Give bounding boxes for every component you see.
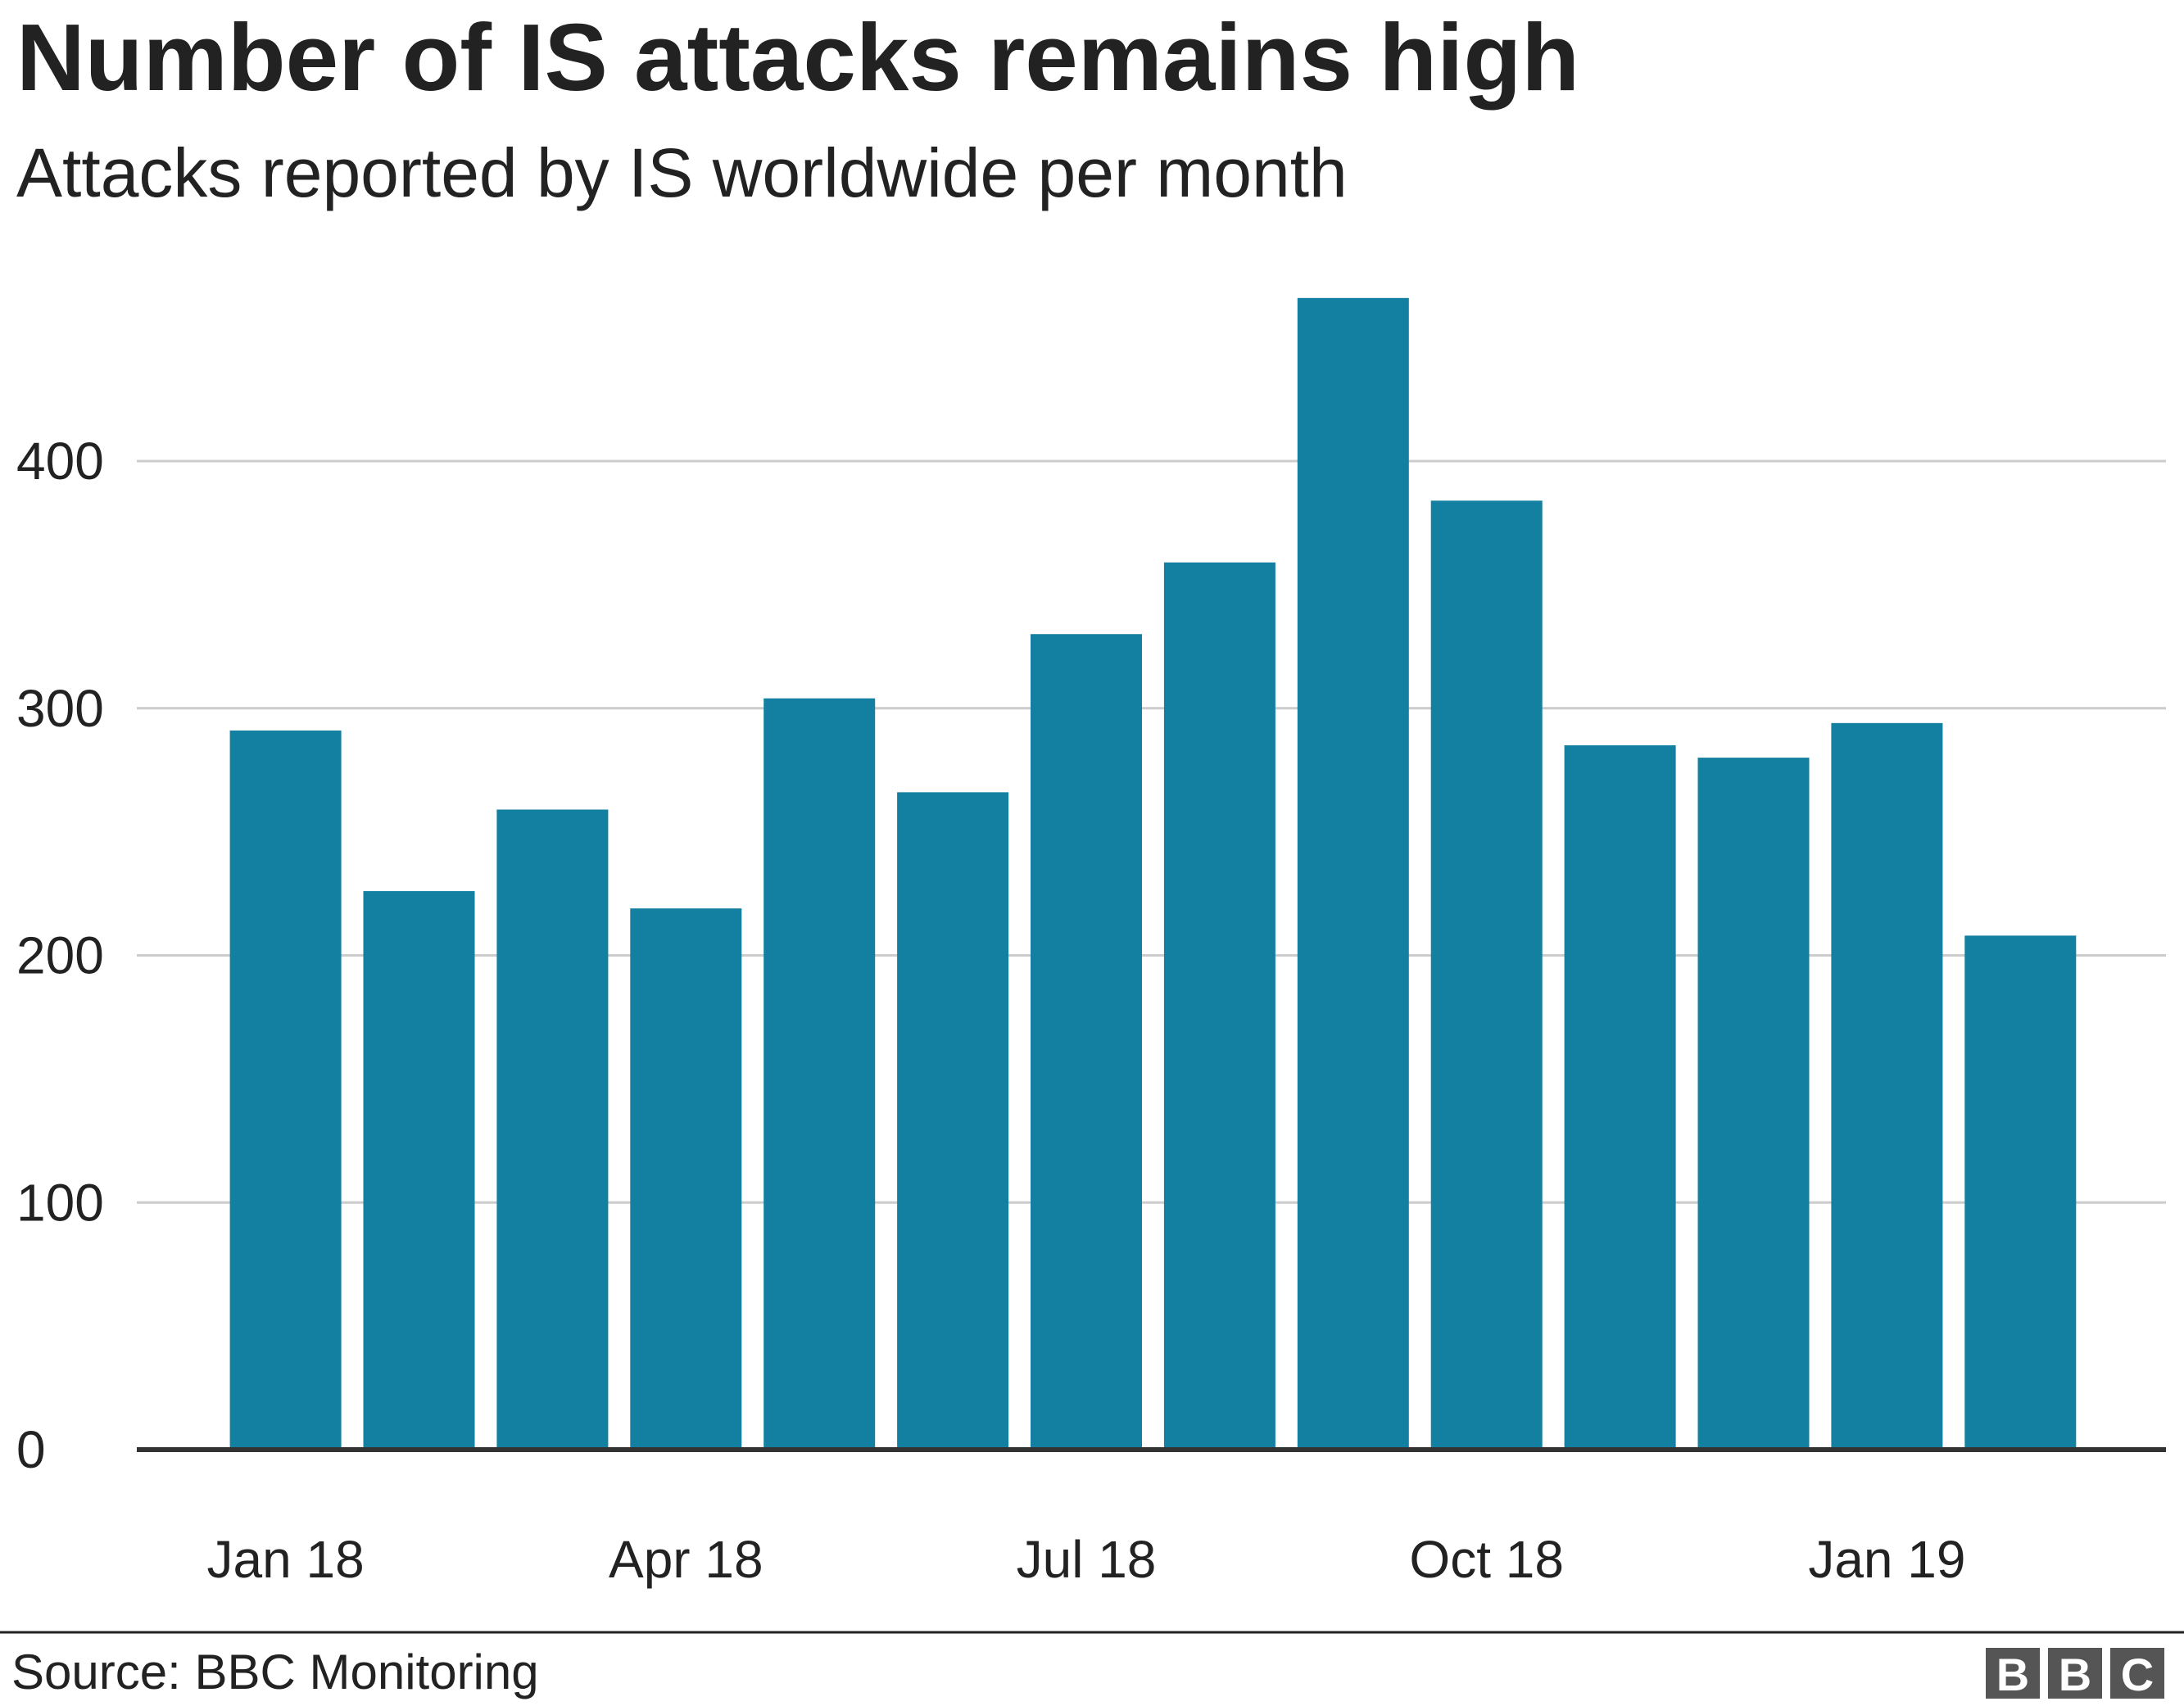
bar bbox=[496, 809, 609, 1450]
bar bbox=[763, 698, 876, 1450]
bar bbox=[1297, 297, 1409, 1450]
bar bbox=[1430, 500, 1543, 1450]
y-tick-label: 100 bbox=[16, 1173, 104, 1232]
chart-title: Number of IS attacks remains high bbox=[16, 4, 1579, 111]
x-tick-label: Apr 18 bbox=[609, 1530, 763, 1589]
y-tick-label: 200 bbox=[16, 926, 104, 985]
bar bbox=[1964, 935, 2077, 1450]
x-tick-label: Oct 18 bbox=[1409, 1530, 1564, 1589]
bar bbox=[1163, 562, 1276, 1450]
bar bbox=[630, 908, 742, 1450]
bar bbox=[229, 730, 342, 1450]
logo-letter: C bbox=[2121, 1649, 2154, 1700]
logo-box bbox=[2048, 1648, 2102, 1699]
source: Source: BBC Monitoring bbox=[11, 1645, 539, 1699]
chart-subtitle: Attacks reported by IS worldwide per mon… bbox=[16, 134, 1348, 211]
y-tick-label: 300 bbox=[16, 679, 104, 738]
bar bbox=[897, 792, 1009, 1450]
bar bbox=[1564, 745, 1676, 1450]
x-tick-label: Jan 19 bbox=[1808, 1530, 1965, 1589]
bar bbox=[1031, 634, 1142, 1450]
y-tick-label: 400 bbox=[16, 432, 104, 491]
logo-letter: B bbox=[1996, 1649, 2029, 1700]
logo-box bbox=[1986, 1648, 2040, 1699]
logo-letter: B bbox=[2059, 1649, 2091, 1700]
bar bbox=[363, 891, 475, 1450]
x-tick-label: Jan 18 bbox=[207, 1530, 365, 1589]
y-tick-label: 0 bbox=[16, 1420, 46, 1479]
bar bbox=[1697, 758, 1810, 1450]
x-tick-label: Jul 18 bbox=[1017, 1530, 1157, 1589]
bar bbox=[1831, 722, 1943, 1450]
logo-box bbox=[2110, 1648, 2164, 1699]
